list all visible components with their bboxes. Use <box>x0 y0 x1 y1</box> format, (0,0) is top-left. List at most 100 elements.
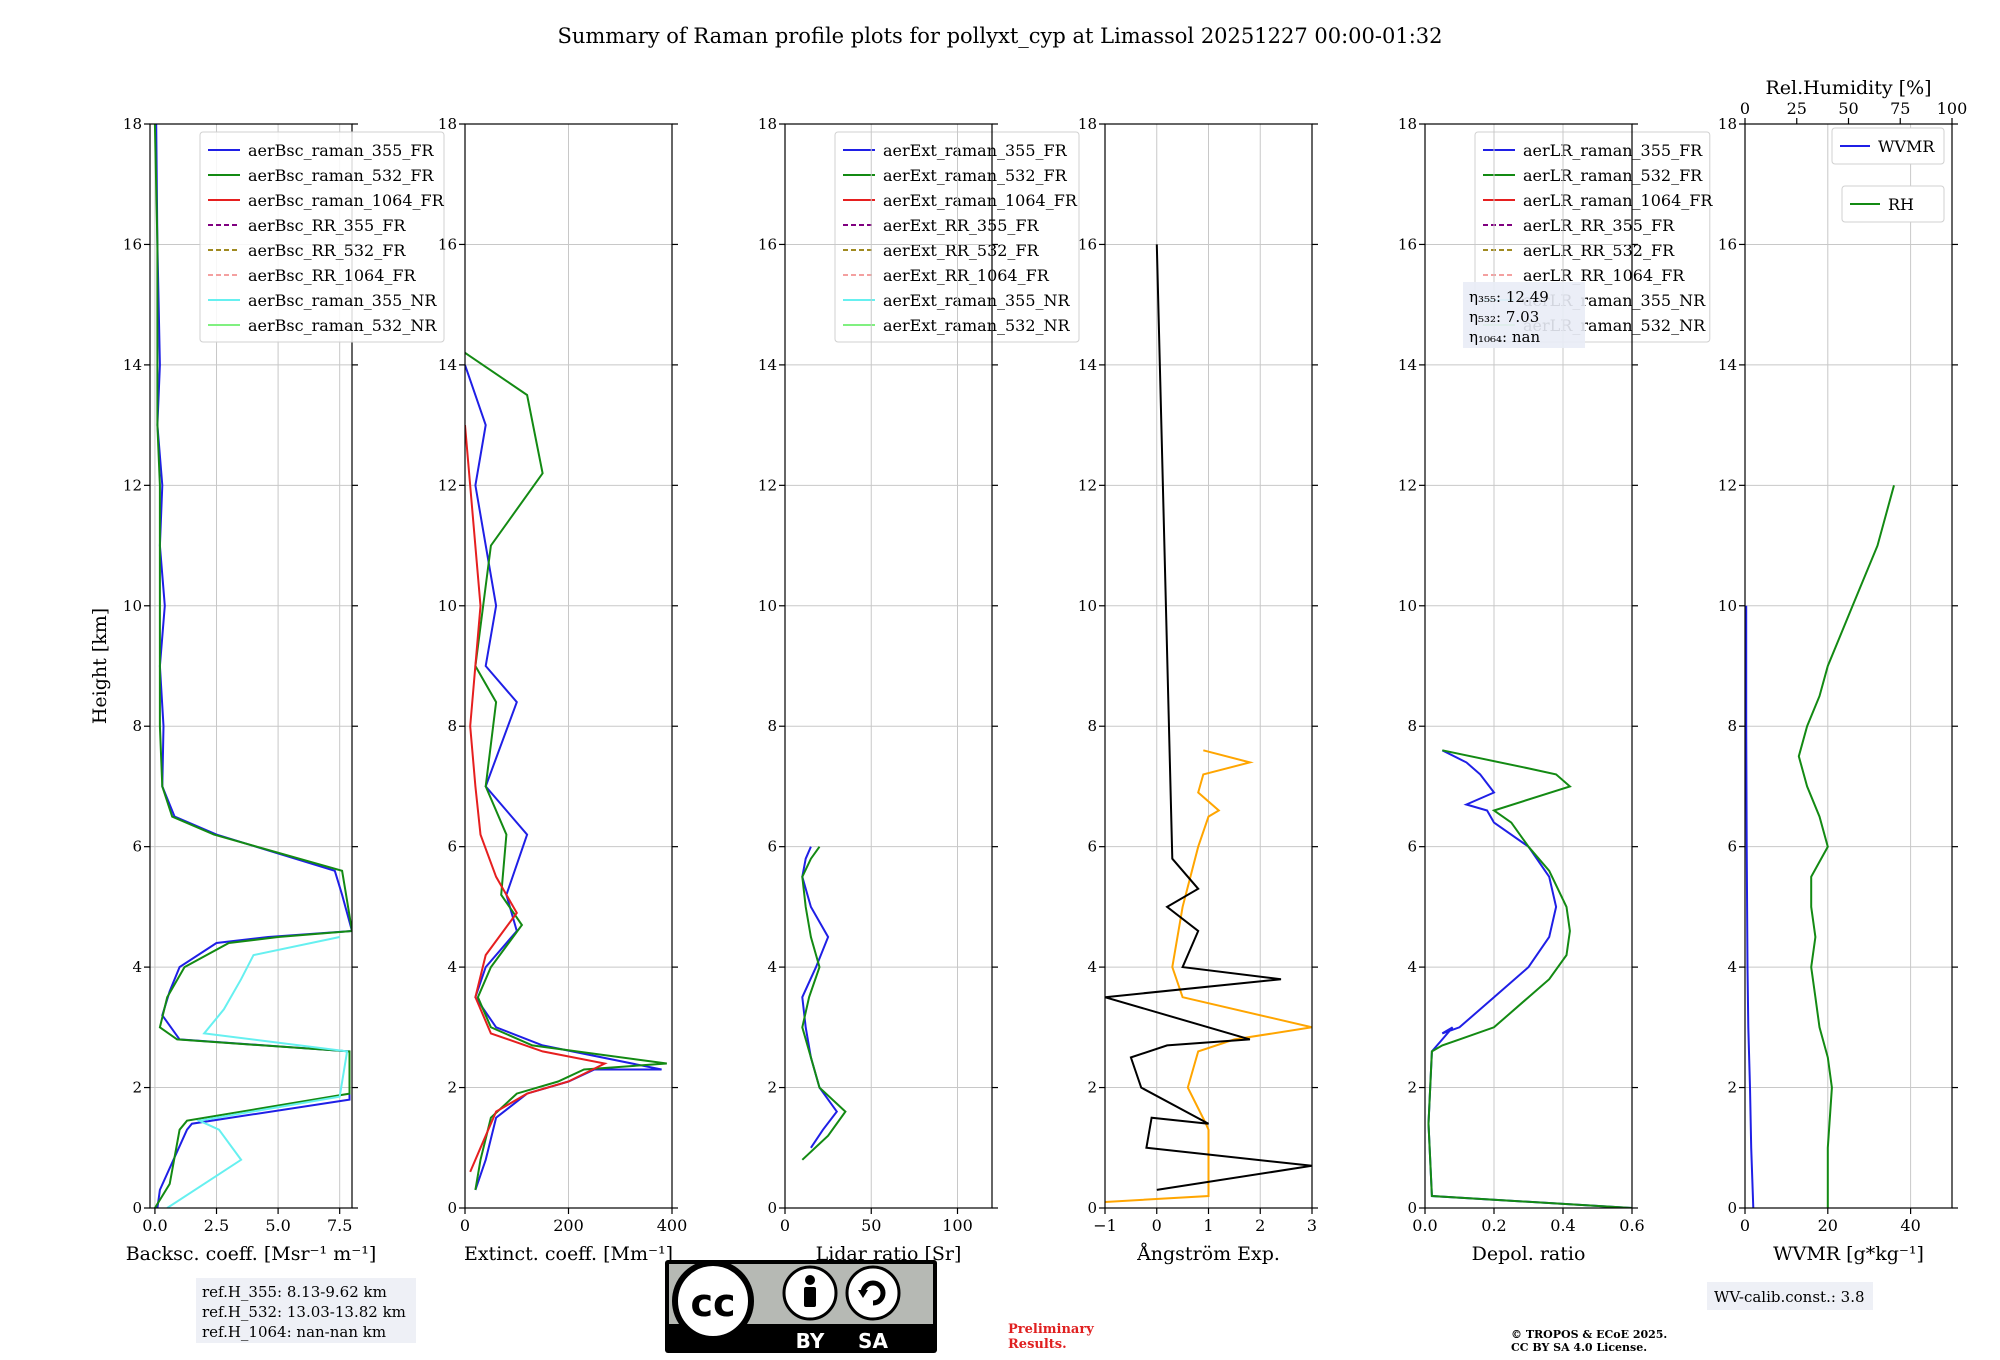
cc-logo-icon <box>672 1260 754 1342</box>
y-tick-label: 18 <box>1398 115 1417 133</box>
y-tick-label: 12 <box>1718 476 1737 494</box>
y-tick-label: 2 <box>1727 1079 1737 1097</box>
x-axis-label: Lidar ratio [Sr] <box>816 1243 962 1265</box>
legend-label: aerBsc_RR_355_FR <box>248 216 406 235</box>
x-tick-label: 0.0 <box>1412 1216 1437 1235</box>
legend-label: aerExt_raman_532_NR <box>883 316 1071 335</box>
x-tick-label: 0.0 <box>142 1216 167 1235</box>
axes-frame <box>1424 123 1633 1209</box>
y-tick-label: 10 <box>1718 597 1737 615</box>
y-tick-label: 10 <box>438 597 457 615</box>
y-tick-label: 8 <box>1087 717 1097 735</box>
x-tick-label: 50 <box>861 1216 881 1235</box>
series-line-aerLR_raman_355_FR <box>801 846 839 1149</box>
y-tick-label: 0 <box>1087 1199 1097 1217</box>
y-tick-label: 14 <box>1398 356 1417 374</box>
x-axis-label: WVMR [g*kg⁻¹] <box>1773 1243 1924 1265</box>
x-tick-label: 0.4 <box>1550 1216 1575 1235</box>
x2-tick-label: 50 <box>1838 99 1858 118</box>
y-tick-label: 6 <box>1407 838 1417 856</box>
x2-tick-label: 75 <box>1890 99 1910 118</box>
panel-backscatter: 0 2 4 6 8 10 12 14 16 18 0.0 2.5 5.0 7.5 Backsc. coeff… <box>89 115 445 1265</box>
depol-annotation-text: η₃₅₅: 12.49 <box>1469 288 1549 306</box>
y-tick-label: 10 <box>758 597 777 615</box>
legend-label: aerBsc_RR_532_FR <box>248 241 406 260</box>
y-tick-label: 18 <box>758 115 777 133</box>
x-axis-label: Backsc. coeff. [Msr⁻¹ m⁻¹] <box>126 1243 377 1265</box>
x-tick-label: 2.5 <box>204 1216 229 1235</box>
y-tick-label: 4 <box>1087 958 1097 976</box>
legend-box <box>1831 127 1945 165</box>
x-tick-label: 1 <box>1203 1216 1213 1235</box>
x2-tick-label: 25 <box>1787 99 1807 118</box>
legend-box <box>1841 185 1945 223</box>
y-tick-label: 16 <box>1398 235 1417 253</box>
y-tick-label: 18 <box>438 115 457 133</box>
legend-label: aerLR_RR_355_FR <box>1523 216 1675 235</box>
x2-tick-label: 0 <box>1740 99 1750 118</box>
copyright-line-2: CC BY SA 4.0 License. <box>1511 1341 1647 1354</box>
plot-area <box>465 351 667 1191</box>
legend-label: aerExt_RR_532_FR <box>883 241 1040 260</box>
legend-label: aerLR_raman_1064_FR <box>1523 191 1713 210</box>
x-tick-label: 200 <box>553 1216 584 1235</box>
series-line-AE_beta_355_532_Raman_FR <box>1105 749 1312 1203</box>
y-tick-label: 12 <box>758 476 777 494</box>
x-tick-label: 0.2 <box>1481 1216 1506 1235</box>
y-tick-label: 8 <box>132 717 142 735</box>
y-tick-label: 0 <box>1727 1199 1737 1217</box>
y-tick-label: 2 <box>1407 1079 1417 1097</box>
x-tick-label: 0 <box>780 1216 790 1235</box>
x-tick-label: 5.0 <box>265 1216 290 1235</box>
legend-label: aerBsc_raman_1064_FR <box>248 191 445 210</box>
x-axis-label: Ångström Exp. <box>1136 1243 1280 1265</box>
y-tick-label: 16 <box>123 235 142 253</box>
legend-label: aerLR_RR_1064_FR <box>1523 266 1685 285</box>
y-tick-label: 18 <box>1718 115 1737 133</box>
depol-annotation-text: η₅₃₂: 7.03 <box>1469 308 1539 326</box>
copyright-line-1: © TROPOS & ECoE 2025. <box>1511 1328 1667 1341</box>
x-tick-label: 0 <box>1152 1216 1162 1235</box>
y-tick-label: 16 <box>1078 235 1097 253</box>
share-alike-icon <box>845 1265 901 1321</box>
legend-label: aerExt_raman_355_NR <box>883 291 1071 310</box>
legend-label: aerBsc_RR_1064_FR <box>248 266 417 285</box>
plot-area <box>1105 244 1312 1203</box>
y-tick-label: 4 <box>1727 958 1737 976</box>
y-tick-label: 2 <box>132 1079 142 1097</box>
series-line-RH <box>1797 485 1895 1208</box>
legend-label: aerExt_raman_1064_FR <box>883 191 1078 210</box>
series-line-aerBsc_raman_532_FR <box>153 124 352 1208</box>
by-label: BY <box>796 1329 825 1353</box>
y-tick-label: 8 <box>1727 717 1737 735</box>
preliminary-line-2: Results. <box>1008 1337 1067 1352</box>
y-tick-label: 14 <box>123 356 142 374</box>
x-tick-label: −1 <box>1093 1216 1117 1235</box>
wv-calib-box: WV-calib.const.: 3.8 <box>1707 1282 1873 1310</box>
x-tick-label: 400 <box>657 1216 688 1235</box>
y-tick-label: 2 <box>767 1079 777 1097</box>
ref-height-355: ref.H_355: 8.13-9.62 km <box>202 1283 387 1301</box>
x-tick-label: 0 <box>1740 1216 1750 1235</box>
legend-label: aerExt_raman_532_FR <box>883 166 1068 185</box>
plot-area <box>153 124 352 1208</box>
axes-frame <box>1744 123 1953 1209</box>
series-line-aerBsc_raman_355_NR <box>166 936 349 1208</box>
y-tick-label: 4 <box>1407 958 1417 976</box>
x-tick-label: 100 <box>942 1216 973 1235</box>
x-tick-label: 40 <box>1900 1216 1920 1235</box>
axes-frame <box>784 123 993 1209</box>
legend-label: aerLR_raman_532_FR <box>1523 166 1703 185</box>
y-tick-label: 10 <box>1398 597 1417 615</box>
depol-annotation-text: η₁₀₆₄: nan <box>1469 328 1540 346</box>
legend-label: aerBsc_raman_355_FR <box>248 141 434 160</box>
y-tick-label: 18 <box>1078 115 1097 133</box>
y-tick-label: 16 <box>758 235 777 253</box>
series-line-WVMR <box>1745 605 1755 1208</box>
legend-label: aerBsc_raman_532_NR <box>248 316 437 335</box>
axes-frame <box>149 123 353 1209</box>
